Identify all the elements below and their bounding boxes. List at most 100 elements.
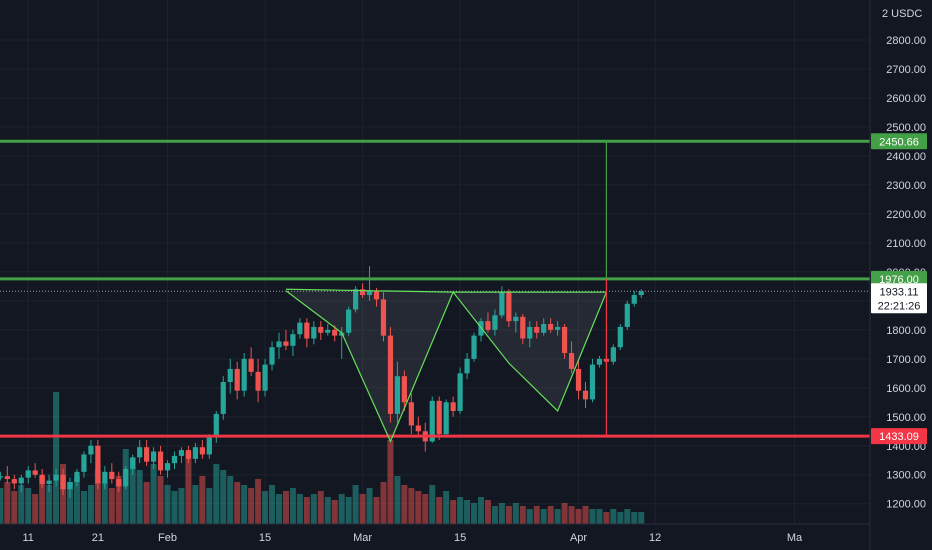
- volume-bar: [25, 488, 32, 524]
- candle-body: [248, 358, 254, 372]
- volume-bar: [547, 506, 554, 524]
- volume-bar: [387, 440, 394, 524]
- candle-body: [137, 447, 143, 458]
- candle-body: [18, 477, 24, 484]
- candle-body: [325, 329, 331, 333]
- candle-body: [304, 322, 310, 339]
- volume-bar: [352, 485, 359, 524]
- candle-body: [130, 457, 136, 469]
- volume-bar: [262, 491, 269, 524]
- time-tick-label: Ma: [787, 532, 803, 544]
- level-badge: [871, 270, 927, 287]
- candle-body: [25, 470, 31, 478]
- candle-body: [443, 402, 449, 435]
- volume-bar: [171, 491, 178, 524]
- volume-bar: [136, 470, 143, 524]
- volume-bar: [220, 470, 227, 524]
- candle-body: [4, 476, 10, 480]
- volume-bar: [519, 506, 526, 524]
- candle-body: [561, 326, 568, 354]
- candle-body: [241, 358, 247, 391]
- volume-bar: [610, 509, 617, 524]
- candle-body: [53, 474, 59, 481]
- volume-bar: [533, 506, 540, 524]
- volume-bar: [275, 494, 282, 524]
- volume-bar: [464, 500, 471, 524]
- volume-bar: [4, 482, 11, 524]
- candle-body: [527, 326, 533, 339]
- volume-bar: [269, 485, 276, 524]
- candle-body: [95, 445, 101, 484]
- candle-body: [290, 334, 296, 346]
- volume-bar: [484, 500, 491, 524]
- volume-bar: [324, 497, 331, 524]
- price-tick-label: 1300.00: [886, 470, 926, 482]
- currency-label[interactable]: 2 USDC: [882, 8, 922, 20]
- pattern-shade: [285, 290, 607, 442]
- volume-bar: [429, 485, 436, 524]
- volume-bar: [115, 476, 122, 524]
- volume-bar: [582, 506, 589, 524]
- current-price-label: 1933.11: [880, 286, 919, 298]
- candle-body: [401, 376, 407, 403]
- candle-body: [380, 299, 387, 336]
- candle-body: [269, 347, 275, 365]
- candle-body: [262, 364, 268, 391]
- volume-bar: [0, 488, 4, 524]
- volume-bar: [67, 482, 74, 524]
- candle-body: [199, 447, 205, 455]
- pattern-fill: [285, 290, 607, 442]
- candle-body: [499, 292, 505, 316]
- time-tick-label: 21: [92, 532, 104, 544]
- candle-body: [11, 479, 17, 484]
- candle-body: [332, 329, 338, 336]
- candle-body: [185, 450, 192, 459]
- volume-bar: [373, 497, 380, 524]
- volume-bar: [248, 488, 255, 524]
- candle-body: [541, 324, 547, 333]
- candle-body: [387, 335, 394, 414]
- volume-bar: [366, 488, 373, 524]
- candle-body: [234, 368, 240, 391]
- volume-bar: [512, 503, 519, 524]
- volume-bar: [213, 464, 220, 524]
- candle-body: [464, 358, 470, 374]
- candle-body: [436, 400, 442, 435]
- volume-bar: [415, 491, 422, 524]
- candle-body: [471, 335, 477, 359]
- volume-bar: [561, 503, 568, 524]
- candle-body: [102, 471, 108, 484]
- pattern-line[interactable]: [285, 288, 607, 293]
- level-badge: [871, 133, 927, 150]
- candle-body: [624, 303, 630, 327]
- candle-body: [32, 470, 38, 475]
- candle-body: [429, 400, 435, 442]
- volume-bar: [157, 476, 164, 524]
- candle-body: [123, 468, 129, 487]
- candle-body: [346, 309, 352, 333]
- candle-body: [617, 326, 623, 348]
- candle-body: [610, 347, 616, 362]
- volume-bar: [526, 509, 533, 524]
- time-axis-background: [0, 524, 870, 550]
- price-tick-label: 2800.00: [886, 35, 926, 47]
- candle-body: [178, 450, 185, 456]
- drawing-overlays[interactable]: [0, 139, 870, 443]
- volume-bar: [575, 509, 582, 524]
- time-tick-label: 12: [649, 532, 661, 544]
- volume-bar: [310, 494, 317, 524]
- volume-bar: [554, 509, 561, 524]
- candle-body: [513, 316, 519, 322]
- volume-bar: [53, 392, 60, 524]
- level-badge-label: 1976.00: [879, 274, 919, 286]
- candle-body: [213, 413, 219, 438]
- candle-body: [151, 451, 157, 462]
- candle-body: [485, 321, 491, 330]
- volume-bar: [317, 491, 324, 524]
- volume-bar: [457, 497, 464, 524]
- candle-body: [631, 295, 637, 304]
- candle-body: [171, 455, 178, 464]
- time-axis-ticks: 11 21 Feb 15 Mar 15 Apr 12 Ma: [23, 532, 803, 544]
